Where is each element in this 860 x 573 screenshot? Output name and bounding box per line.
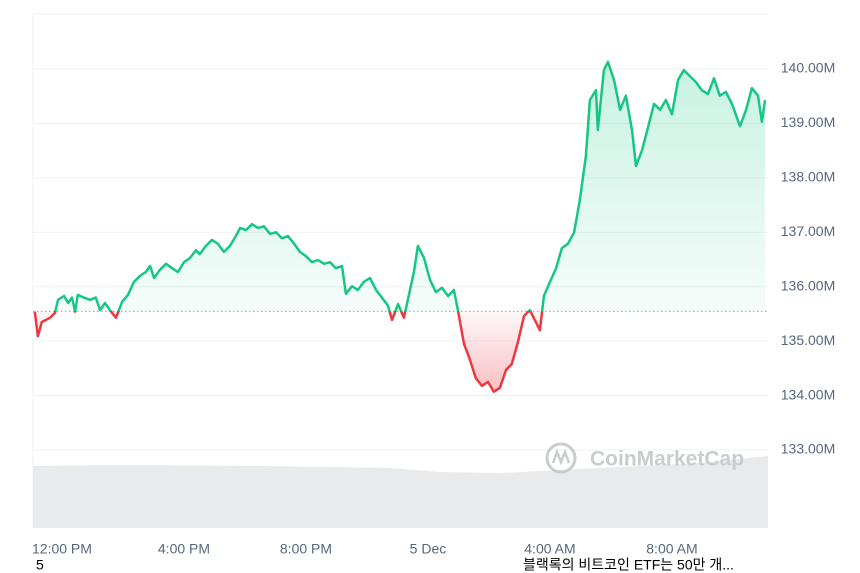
x-tick-label: 4:00 AM [524, 541, 575, 557]
x-tick-label: 8:00 AM [646, 541, 697, 557]
y-tick-label: 138.00M [781, 169, 835, 185]
x-tick-label: 8:00 PM [280, 541, 332, 557]
watermark-text: CoinMarketCap [590, 448, 744, 471]
y-tick-label: 140.00M [781, 60, 835, 76]
y-tick-label: 139.00M [781, 114, 835, 130]
y-tick-label: 133.00M [781, 441, 835, 457]
volume-area [33, 456, 768, 528]
y-tick-label: 137.00M [781, 223, 835, 239]
x-tick-label: 5 Dec [410, 541, 447, 557]
x-tick-label: 12:00 PM [32, 541, 92, 557]
y-tick-label: 134.00M [781, 386, 835, 402]
footer-right: 블랙록의 비트코인 ETF는 50만 개... [523, 557, 734, 573]
x-tick-label: 4:00 PM [158, 541, 210, 557]
watermark-logo [551, 448, 571, 466]
area [34, 61, 766, 392]
footer-left: 5 [36, 557, 44, 573]
watermark-logo [545, 442, 577, 474]
price-line [33, 60, 767, 393]
y-tick-label: 136.00M [781, 277, 835, 293]
watermark: CoinMarketCap [545, 442, 744, 474]
y-tick-label: 135.00M [781, 332, 835, 348]
